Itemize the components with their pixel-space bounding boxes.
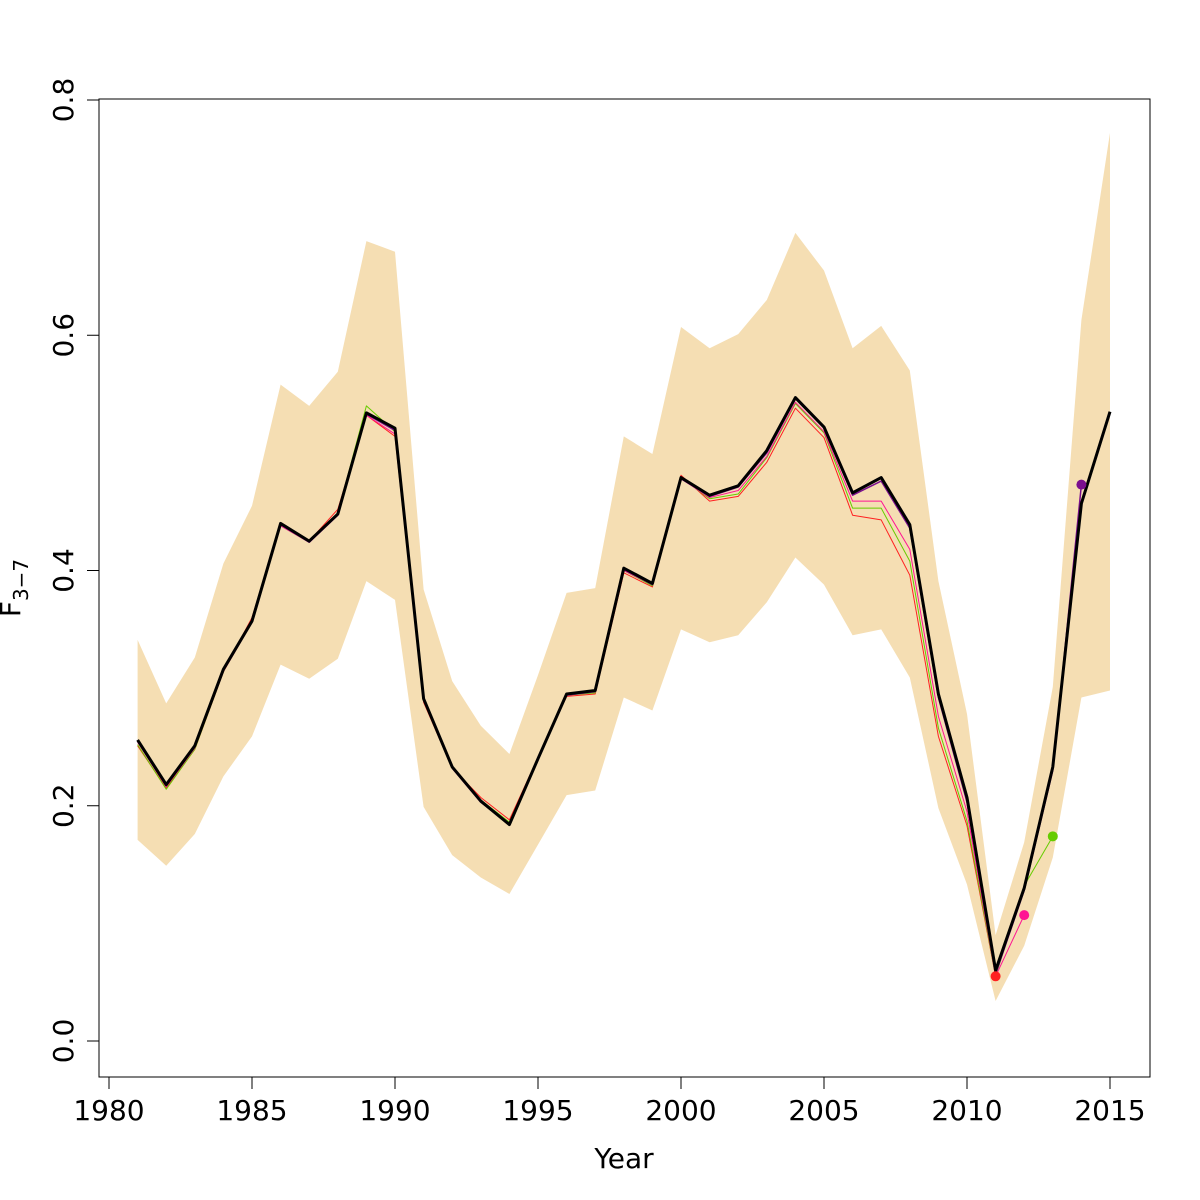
series-end-point-3 xyxy=(1019,910,1030,921)
y-axis-title-subscript: 3−7 xyxy=(9,559,33,601)
y-tick-label: 0.6 xyxy=(47,313,80,358)
series-end-point-5 xyxy=(990,971,1001,982)
x-tick-label: 2005 xyxy=(788,1094,859,1127)
y-tick-label: 0.0 xyxy=(47,1019,80,1064)
x-tick-label: 2000 xyxy=(645,1094,716,1127)
x-tick-label: 2015 xyxy=(1074,1094,1145,1127)
y-tick-label: 0.4 xyxy=(47,548,80,593)
y-axis-title-main: F xyxy=(0,601,27,617)
series-end-point-2 xyxy=(1076,479,1087,490)
x-tick-label: 1980 xyxy=(73,1094,144,1127)
x-axis-title: Year xyxy=(593,1142,654,1175)
series-line-1 xyxy=(136,396,1112,972)
x-tick-label: 1990 xyxy=(359,1094,430,1127)
series-end-point-4 xyxy=(1047,831,1058,842)
end-marker-layer xyxy=(990,479,1087,982)
series-layer xyxy=(136,396,1112,977)
x-tick-label: 1995 xyxy=(502,1094,573,1127)
x-tick-label: 1985 xyxy=(216,1094,287,1127)
y-axis-title: F3−7 xyxy=(0,559,33,617)
y-axis: 0.0 0.2 0.4 0.6 0.8 xyxy=(47,78,100,1064)
x-axis: 1980 1985 1990 1995 2000 2005 2010 2015 xyxy=(73,1076,1146,1127)
x-tick-label: 2010 xyxy=(931,1094,1002,1127)
y-tick-label: 0.8 xyxy=(47,78,80,123)
y-tick-label: 0.2 xyxy=(47,783,80,828)
